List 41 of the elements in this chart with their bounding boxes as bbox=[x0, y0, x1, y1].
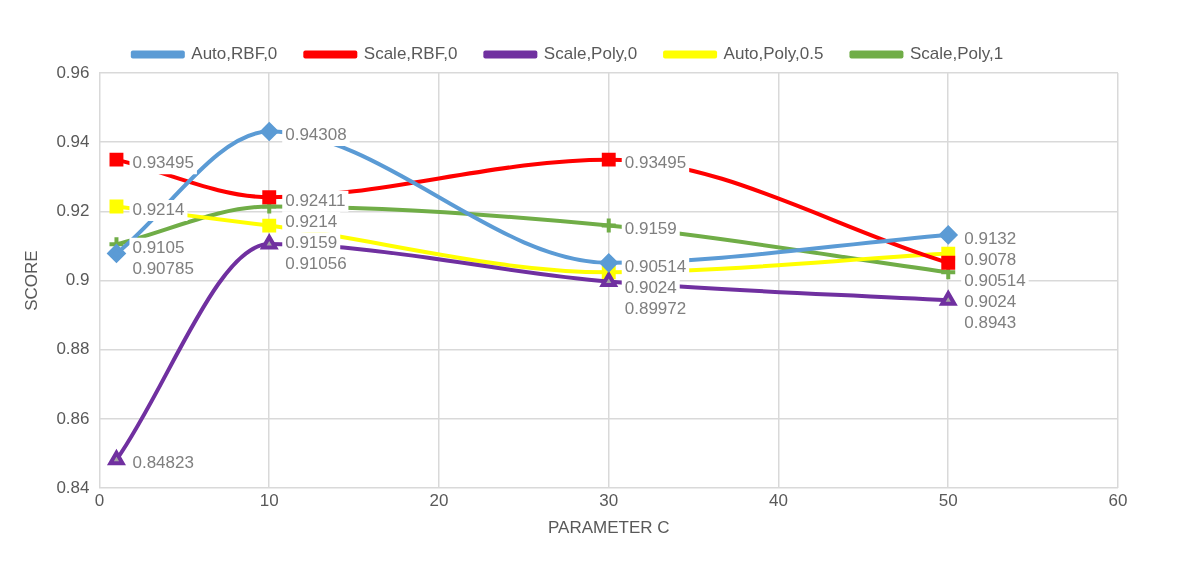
data-label: 0.90514 bbox=[624, 256, 687, 276]
legend-label: Auto,Poly,0.5 bbox=[723, 44, 824, 64]
y-tick-label: 0.9 bbox=[65, 270, 90, 290]
y-tick-label: 0.94 bbox=[56, 131, 90, 151]
x-tick-label: 60 bbox=[1108, 491, 1128, 511]
data-label: 0.9024 bbox=[964, 291, 1017, 311]
data-label: 0.89972 bbox=[624, 298, 687, 318]
data-label: 0.94308 bbox=[285, 125, 347, 145]
legend-label: Scale,RBF,0 bbox=[363, 44, 458, 64]
data-label: 0.93495 bbox=[132, 153, 194, 173]
y-tick-label: 0.92 bbox=[56, 201, 90, 221]
data-label: 0.9159 bbox=[624, 219, 677, 239]
x-tick-label: 10 bbox=[259, 491, 279, 511]
data-label: 0.9024 bbox=[624, 277, 677, 297]
data-label: 0.9132 bbox=[964, 228, 1017, 248]
data-label: 0.8943 bbox=[964, 312, 1017, 332]
data-label: 0.9214 bbox=[132, 200, 185, 220]
data-label: 0.90514 bbox=[964, 270, 1026, 290]
data-label: 0.9159 bbox=[285, 232, 338, 252]
x-tick-label: 50 bbox=[938, 491, 958, 511]
y-tick-label: 0.96 bbox=[56, 62, 90, 82]
x-axis-title: PARAMETER C bbox=[547, 518, 670, 538]
y-tick-label: 0.88 bbox=[56, 339, 90, 359]
x-tick-label: 40 bbox=[769, 491, 788, 511]
data-label: 0.90785 bbox=[132, 258, 194, 278]
legend-label: Scale,Poly,1 bbox=[909, 44, 1004, 64]
y-axis-title: SCORE bbox=[21, 250, 41, 311]
x-tick-label: 0 bbox=[94, 491, 105, 511]
data-label: 0.92411 bbox=[285, 190, 346, 210]
data-label: 0.84823 bbox=[132, 453, 194, 473]
legend-label: Auto,RBF,0 bbox=[191, 44, 278, 64]
data-label: 0.91056 bbox=[285, 253, 347, 273]
data-label: 0.9105 bbox=[132, 237, 185, 257]
data-label: 0.9078 bbox=[964, 249, 1017, 269]
y-tick-label: 0.84 bbox=[56, 477, 90, 497]
data-label: 0.93495 bbox=[624, 153, 687, 173]
x-tick-label: 20 bbox=[429, 491, 449, 511]
legend-label: Scale,Poly,0 bbox=[543, 44, 638, 64]
y-tick-label: 0.86 bbox=[56, 408, 90, 428]
data-label: 0.9214 bbox=[285, 211, 338, 231]
x-tick-label: 30 bbox=[599, 491, 619, 511]
